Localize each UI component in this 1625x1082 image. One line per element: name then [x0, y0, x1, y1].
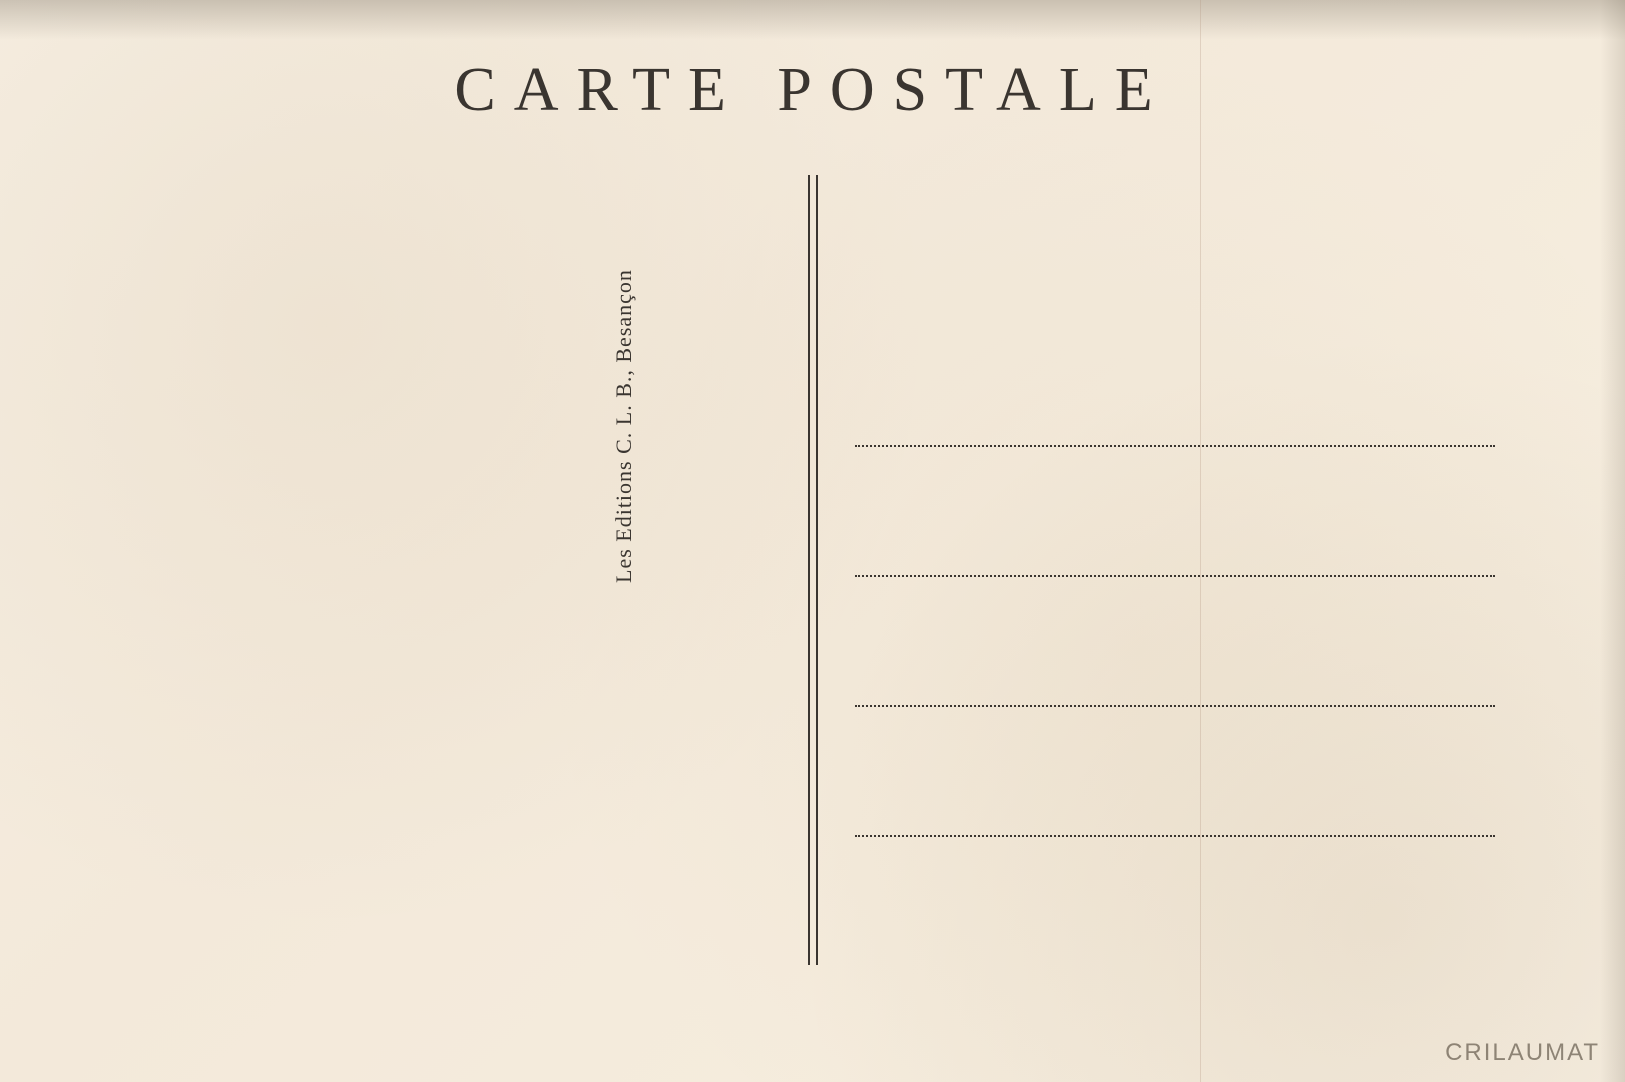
postcard-title: CARTE POSTALE: [454, 55, 1170, 126]
address-line: [855, 445, 1495, 447]
divider-line-left: [808, 175, 810, 965]
divider-line-right: [816, 175, 818, 965]
address-line: [855, 705, 1495, 707]
watermark-text: CRILAUMAT: [1445, 1039, 1600, 1067]
address-section: [855, 445, 1495, 837]
address-line: [855, 575, 1495, 577]
edge-shadow-right: [1600, 0, 1625, 1082]
address-line: [855, 835, 1495, 837]
postcard-back: CARTE POSTALE Les Editions C. L. B., Bes…: [0, 0, 1625, 1082]
edge-shadow-top: [0, 0, 1625, 40]
center-divider: [808, 175, 818, 965]
publisher-text: Les Editions C. L. B., Besançon: [611, 269, 637, 583]
